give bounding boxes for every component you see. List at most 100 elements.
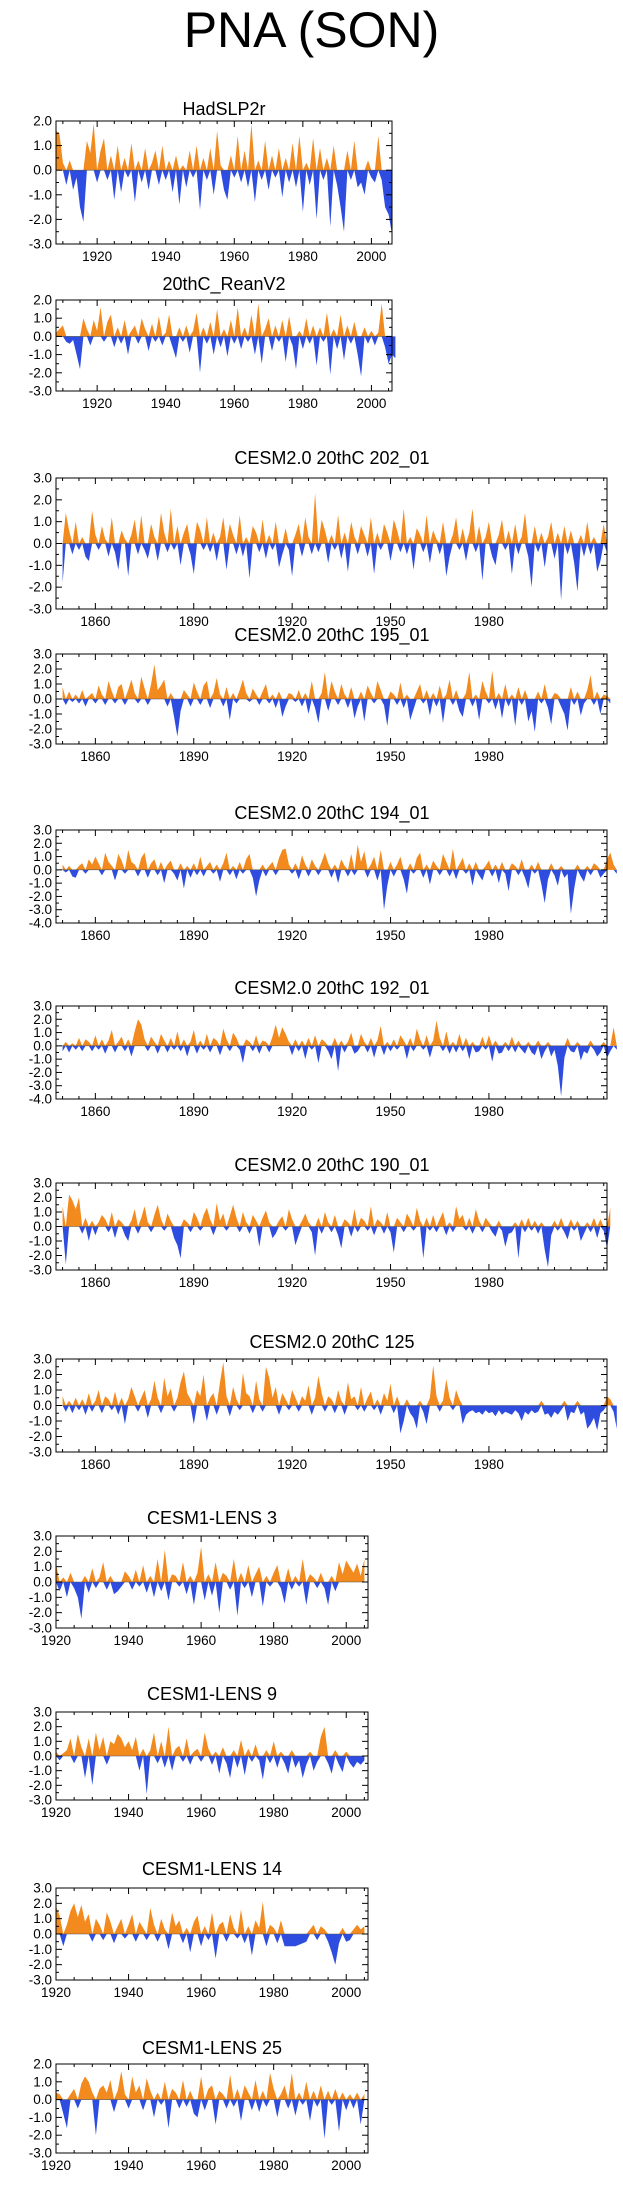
- x-tick-label: 1920: [41, 1985, 71, 2000]
- x-tick-label: 2000: [331, 1985, 361, 2000]
- x-tick-label: 2000: [331, 2158, 361, 2173]
- y-tick-label: 2.0: [33, 1012, 52, 1027]
- x-tick-label: 1950: [376, 614, 406, 629]
- y-tick-label: 2.0: [33, 836, 52, 851]
- x-tick-label: 1940: [151, 396, 181, 411]
- x-tick-label: 1890: [179, 1104, 209, 1119]
- chart-panel: CESM2.0 20thC 202_01 3.0 2.0 1.0 0.0 -1.0 -2.0…: [29, 448, 608, 629]
- y-tick-label: -3.0: [29, 902, 52, 917]
- chart-title: HadSLP2r: [182, 99, 265, 119]
- y-tick-label: -1.0: [29, 1414, 52, 1429]
- y-tick-label: -3.0: [29, 737, 52, 752]
- x-tick-label: 1860: [80, 928, 110, 943]
- chart-title: CESM1-LENS 14: [142, 1859, 282, 1879]
- y-tick-label: 3.0: [33, 1529, 52, 1544]
- y-tick-label: -3.0: [29, 1078, 52, 1093]
- y-tick-label: -2.0: [29, 2128, 52, 2143]
- negative-area: [56, 2099, 365, 2139]
- x-tick-label: 1890: [179, 1275, 209, 1290]
- y-tick-label: 1.0: [33, 1383, 52, 1398]
- x-tick-label: 1960: [219, 396, 249, 411]
- chart-panel: CESM2.0 20thC 194_01 3.02.01.00.0-1.0-2.0…: [29, 803, 617, 943]
- negative-area: [56, 336, 396, 377]
- x-tick-label: 1940: [151, 249, 181, 264]
- x-tick-label: 1980: [259, 1985, 289, 2000]
- x-tick-label: 1980: [288, 396, 318, 411]
- x-tick-label: 1890: [179, 1457, 209, 1472]
- y-tick-label: -2.0: [29, 365, 52, 380]
- x-tick-label: 1890: [179, 749, 209, 764]
- y-tick-label: 0.0: [33, 1219, 52, 1234]
- x-tick-label: 1980: [259, 1633, 289, 1648]
- x-tick-label: 1980: [474, 1457, 504, 1472]
- y-tick-label: -2.0: [29, 1248, 52, 1263]
- y-tick-label: -3.0: [29, 2146, 52, 2161]
- x-tick-label: 1950: [376, 1275, 406, 1290]
- y-tick-label: -1.0: [29, 1763, 52, 1778]
- x-tick-label: 1950: [376, 1104, 406, 1119]
- y-tick-label: 1.0: [33, 1205, 52, 1220]
- x-tick-label: 1920: [277, 614, 307, 629]
- x-tick-label: 1980: [474, 749, 504, 764]
- y-tick-label: 0.0: [33, 163, 52, 178]
- x-tick-label: 1890: [179, 614, 209, 629]
- y-tick-label: 2.0: [33, 492, 52, 507]
- positive-area: [62, 1019, 617, 1046]
- y-tick-label: 0.0: [33, 692, 52, 707]
- chart-title: CESM2.0 20thC 190_01: [234, 1155, 429, 1176]
- y-tick-label: 2.0: [33, 1367, 52, 1382]
- y-tick-label: -1.0: [29, 2110, 52, 2125]
- x-tick-label: 1920: [41, 1633, 71, 1648]
- page-title: PNA (SON): [183, 2, 440, 58]
- positive-area: [56, 1546, 365, 1582]
- y-tick-label: 1.0: [33, 311, 52, 326]
- x-tick-label: 1920: [41, 1805, 71, 1820]
- positive-area: [56, 1726, 365, 1756]
- y-tick-label: -3.0: [29, 1445, 52, 1460]
- x-tick-label: 1920: [277, 749, 307, 764]
- x-tick-label: 1980: [474, 1104, 504, 1119]
- y-tick-label: 1.0: [33, 1734, 52, 1749]
- y-tick-label: 0.0: [33, 1749, 52, 1764]
- x-tick-label: 1940: [114, 1985, 144, 2000]
- y-tick-label: -4.0: [29, 1092, 52, 1107]
- chart-panel: CESM1-LENS 14 3.02.01.00.0-1.0-2.0-3.0192…: [29, 1859, 369, 2000]
- negative-area: [62, 1405, 617, 1434]
- chart-title: CESM2.0 20thC 202_01: [234, 448, 429, 469]
- x-tick-label: 2000: [356, 396, 386, 411]
- chart-panel: CESM2.0 20thC 190_01 3.02.01.00.0-1.0-2.0…: [29, 1155, 611, 1290]
- y-tick-label: -2.0: [29, 1065, 52, 1080]
- x-tick-label: 1950: [376, 1457, 406, 1472]
- y-tick-label: 2.0: [33, 1544, 52, 1559]
- positive-area: [56, 123, 392, 171]
- y-tick-label: -3.0: [29, 237, 52, 252]
- y-tick-label: 2.0: [33, 1190, 52, 1205]
- x-tick-label: 1960: [186, 1805, 216, 1820]
- y-tick-label: -2.0: [29, 1778, 52, 1793]
- y-tick-label: 3.0: [33, 647, 52, 662]
- y-tick-label: -1.0: [29, 1052, 52, 1067]
- plot-frame: [55, 299, 393, 392]
- y-tick-label: 2.0: [33, 293, 52, 308]
- negative-area: [62, 543, 608, 601]
- y-tick-label: 2.0: [33, 114, 52, 129]
- x-tick-label: 1920: [277, 1104, 307, 1119]
- chart-panel: CESM2.0 20thC 195_01 3.02.01.00.0-1.0-2.0…: [29, 625, 611, 764]
- y-tick-label: 1.0: [33, 2074, 52, 2089]
- y-tick-label: -1.0: [29, 347, 52, 362]
- y-tick-label: -2.0: [29, 580, 52, 595]
- chart-panel: CESM2.0 20thC 125 3.02.01.00.0-1.0-2.0-3.…: [29, 1332, 617, 1472]
- y-tick-label: 3.0: [33, 999, 52, 1014]
- x-tick-label: 1860: [80, 614, 110, 629]
- y-tick-label: 1.0: [33, 514, 52, 529]
- y-tick-label: 1.0: [33, 677, 52, 692]
- y-tick-label: 3.0: [33, 1705, 52, 1720]
- positive-area: [62, 844, 617, 870]
- y-tick-label: -1.0: [29, 558, 52, 573]
- y-tick-label: -4.0: [29, 916, 52, 931]
- negative-area: [62, 1226, 611, 1268]
- chart-panel: 20thC_ReanV2 2.0 1.0 0.0 -1.0 -2.0 -3.0 1920 194…: [29, 274, 396, 411]
- positive-area: [56, 303, 396, 337]
